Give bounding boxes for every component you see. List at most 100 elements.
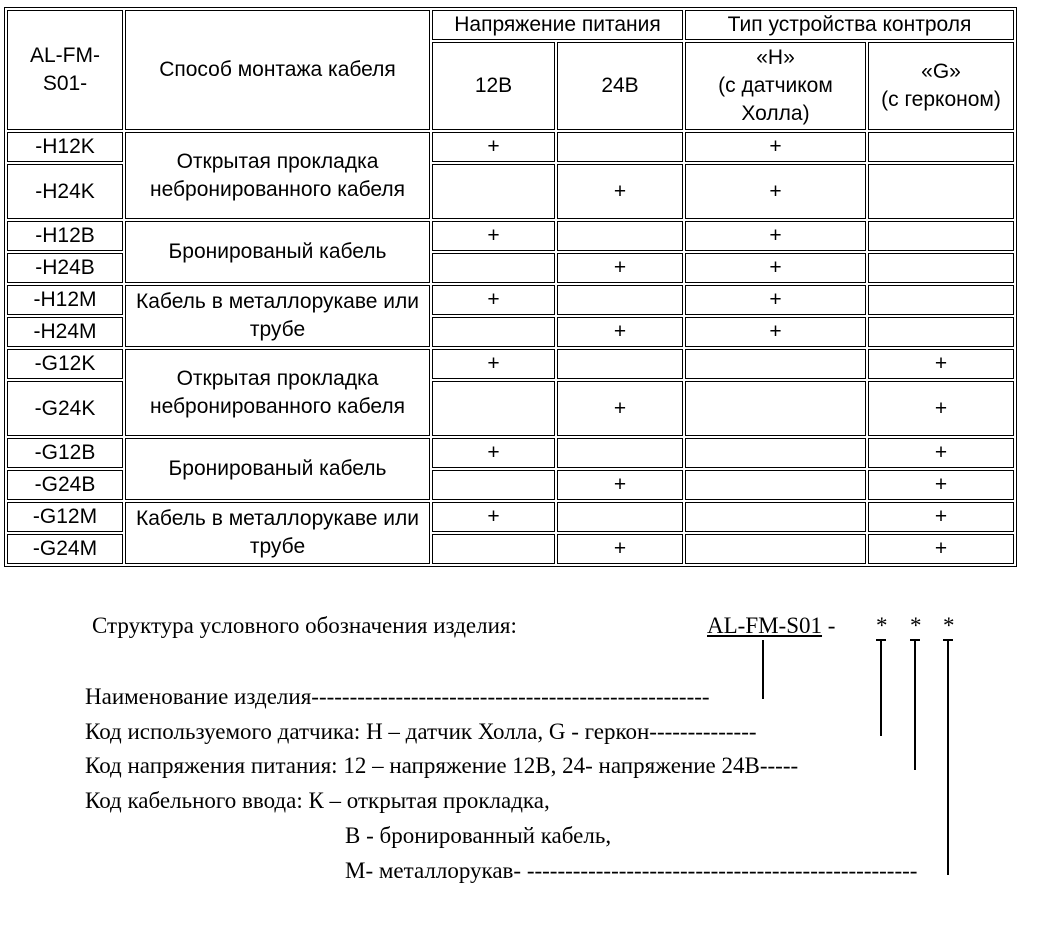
connector-cable bbox=[943, 639, 953, 875]
cell-12v: + bbox=[432, 285, 555, 315]
cell-12v bbox=[432, 317, 555, 347]
table-row: -G12K Открытая прокладка небронированного… bbox=[7, 349, 1014, 436]
header-24v: 24В bbox=[557, 42, 683, 130]
line-product-name: Наименование изделия--------------------… bbox=[85, 684, 710, 709]
table-row: -G24B + + bbox=[7, 470, 1014, 500]
cell-reed bbox=[868, 285, 1014, 315]
cell-hall: + bbox=[685, 221, 866, 251]
cell-code: -H12B bbox=[7, 221, 123, 251]
cell-code: -G12K bbox=[7, 349, 123, 379]
model-prefix-text: AL-FM-S01- bbox=[30, 44, 100, 95]
model-code: AL-FM-S01 bbox=[707, 613, 823, 638]
cell-24v: + bbox=[557, 534, 683, 564]
table-row: -H24M + + bbox=[7, 317, 1014, 347]
cell-code: -G24B bbox=[7, 470, 123, 500]
separator: - bbox=[827, 613, 836, 638]
line-cable-m: М- металлорукав- -----------------------… bbox=[345, 858, 918, 883]
table-body: -H12K Открытая прокладка небронированного… bbox=[7, 132, 1014, 564]
cell-12v: + bbox=[432, 438, 555, 468]
header-device-group: Тип устройства контроля bbox=[685, 10, 1014, 40]
cell-code: -H24K bbox=[7, 164, 123, 219]
cell-24v bbox=[557, 285, 683, 315]
header-hall: «H» (с датчиком Холла) bbox=[685, 42, 866, 130]
cell-method: Бронированый кабель bbox=[125, 438, 430, 500]
cell-12v: + bbox=[432, 502, 555, 532]
cell-12v: + bbox=[432, 221, 555, 251]
cell-12v: + bbox=[432, 132, 555, 162]
cell-24v: + bbox=[557, 470, 683, 500]
cell-24v: + bbox=[557, 381, 683, 436]
cell-24v: + bbox=[557, 317, 683, 347]
cell-code: -G24K bbox=[7, 381, 123, 436]
cell-method: Бронированый кабель bbox=[125, 221, 430, 283]
table-row: -H24K + + bbox=[7, 164, 1014, 219]
cell-method: Кабель в металлорукаве или трубе bbox=[125, 285, 430, 347]
cell-12v bbox=[432, 164, 555, 219]
cell-12v: + bbox=[432, 349, 555, 379]
cell-reed: + bbox=[868, 381, 1014, 436]
cell-hall: + bbox=[685, 317, 866, 347]
cell-hall bbox=[685, 438, 866, 468]
cell-hall: + bbox=[685, 132, 866, 162]
cell-24v bbox=[557, 221, 683, 251]
cell-code: -G24M bbox=[7, 534, 123, 564]
cell-code: -H24M bbox=[7, 317, 123, 347]
cell-hall: + bbox=[685, 285, 866, 315]
cell-12v bbox=[432, 381, 555, 436]
cell-code: -H24B bbox=[7, 253, 123, 283]
cell-reed: + bbox=[868, 470, 1014, 500]
cell-method: Открытая прокладка небронированного кабе… bbox=[125, 349, 430, 436]
cell-24v: + bbox=[557, 253, 683, 283]
table-row: -G12M Кабель в металлорукаве или трубе + + bbox=[7, 502, 1014, 564]
cell-code: -G12B bbox=[7, 438, 123, 468]
table-row: -H24B + + bbox=[7, 253, 1014, 283]
header-method: Способ монтажа кабеля bbox=[125, 10, 430, 130]
header-12v: 12В bbox=[432, 42, 555, 130]
cell-24v bbox=[557, 132, 683, 162]
line-voltage-code: Код напряжения питания: 12 – напряжение … bbox=[85, 753, 799, 778]
table-row: -G12B Бронированый кабель + + bbox=[7, 438, 1014, 500]
header-voltage-group: Напряжение питания bbox=[432, 10, 683, 40]
cell-code: -H12M bbox=[7, 285, 123, 315]
cell-reed bbox=[868, 253, 1014, 283]
connector-sensor bbox=[876, 639, 886, 736]
cell-hall bbox=[685, 349, 866, 379]
cell-hall: + bbox=[685, 164, 866, 219]
header-model-prefix: AL-FM-S01- bbox=[7, 10, 123, 130]
table-row: -H12K Открытая прокладка небронированного… bbox=[7, 132, 1014, 219]
cell-hall bbox=[685, 381, 866, 436]
structure-title: Структура условного обозначения изделия: bbox=[92, 613, 517, 638]
cell-method: Кабель в металлорукаве или трубе bbox=[125, 502, 430, 564]
cell-reed: + bbox=[868, 502, 1014, 532]
star-voltage: * bbox=[910, 613, 922, 638]
cell-reed: + bbox=[868, 534, 1014, 564]
cell-reed bbox=[868, 221, 1014, 251]
cell-hall bbox=[685, 470, 866, 500]
cell-reed bbox=[868, 164, 1014, 219]
cell-reed: + bbox=[868, 349, 1014, 379]
line-sensor-code: Код используемого датчика: H – датчик Хо… bbox=[85, 719, 757, 744]
model-spec-table: AL-FM-S01- Способ монтажа кабеля Напряже… bbox=[4, 7, 1017, 567]
star-sensor: * bbox=[876, 613, 888, 638]
cell-12v bbox=[432, 470, 555, 500]
table-row: -H12M Кабель в металлорукаве или трубе + + bbox=[7, 285, 1014, 347]
cell-reed bbox=[868, 132, 1014, 162]
cell-hall: + bbox=[685, 253, 866, 283]
table-row: -G24K + + bbox=[7, 381, 1014, 436]
cell-24v bbox=[557, 438, 683, 468]
cell-24v bbox=[557, 502, 683, 532]
cell-code: -G12M bbox=[7, 502, 123, 532]
cell-12v bbox=[432, 534, 555, 564]
header-reed: «G» (с герконом) bbox=[868, 42, 1014, 130]
line-cable-code: Код кабельного ввода: К – открытая прокл… bbox=[85, 788, 550, 813]
star-cable: * bbox=[943, 613, 955, 638]
table-row: -G24M + + bbox=[7, 534, 1014, 564]
cell-hall bbox=[685, 534, 866, 564]
cell-24v: + bbox=[557, 164, 683, 219]
cell-reed bbox=[868, 317, 1014, 347]
cell-24v bbox=[557, 349, 683, 379]
cell-method: Открытая прокладка небронированного кабе… bbox=[125, 132, 430, 219]
cell-code: -H12K bbox=[7, 132, 123, 162]
cell-hall bbox=[685, 502, 866, 532]
